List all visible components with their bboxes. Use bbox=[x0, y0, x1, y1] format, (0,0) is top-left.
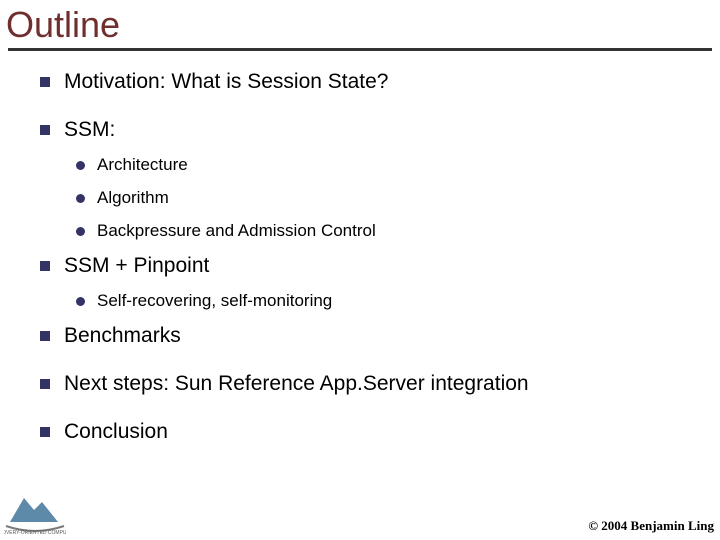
item-label: Algorithm bbox=[97, 188, 169, 207]
footer: RECOVERY-ORIENTED COMPUTING © 2004 Benja… bbox=[0, 486, 720, 540]
item-label: SSM: bbox=[64, 118, 115, 141]
circle-bullet-icon bbox=[76, 297, 85, 306]
item-label: Motivation: What is Session State? bbox=[64, 70, 389, 93]
square-bullet-icon bbox=[40, 427, 50, 437]
svg-text:RECOVERY-ORIENTED COMPUTING: RECOVERY-ORIENTED COMPUTING bbox=[4, 530, 66, 536]
copyright: © 2004 Benjamin Ling bbox=[588, 518, 714, 534]
outline-content: Motivation: What is Session State? SSM: … bbox=[0, 69, 720, 446]
list-item: SSM + Pinpoint Self-recovering, self-mon… bbox=[40, 253, 694, 311]
list-item: Architecture bbox=[76, 154, 694, 175]
circle-bullet-icon bbox=[76, 194, 85, 203]
square-bullet-icon bbox=[40, 379, 50, 389]
list-item: Motivation: What is Session State? bbox=[40, 69, 694, 95]
square-bullet-icon bbox=[40, 77, 50, 87]
title-rule bbox=[8, 48, 712, 51]
item-label: Architecture bbox=[97, 155, 188, 174]
list-item: Self-recovering, self-monitoring bbox=[76, 290, 694, 311]
item-label: Self-recovering, self-monitoring bbox=[97, 291, 332, 310]
logo-icon: RECOVERY-ORIENTED COMPUTING bbox=[4, 492, 66, 536]
list-item: Algorithm bbox=[76, 187, 694, 208]
item-label: Benchmarks bbox=[64, 324, 181, 347]
circle-bullet-icon bbox=[76, 161, 85, 170]
list-item: SSM: Architecture Algorithm Backpressure… bbox=[40, 117, 694, 241]
list-item: Benchmarks bbox=[40, 323, 694, 349]
page-title: Outline bbox=[0, 0, 720, 48]
list-item: Next steps: Sun Reference App.Server int… bbox=[40, 371, 694, 397]
item-label: Conclusion bbox=[64, 420, 168, 443]
square-bullet-icon bbox=[40, 261, 50, 271]
square-bullet-icon bbox=[40, 331, 50, 341]
list-item: Conclusion bbox=[40, 419, 694, 445]
circle-bullet-icon bbox=[76, 227, 85, 236]
item-label: SSM + Pinpoint bbox=[64, 254, 209, 277]
item-label: Next steps: Sun Reference App.Server int… bbox=[64, 372, 529, 395]
square-bullet-icon bbox=[40, 125, 50, 135]
list-item: Backpressure and Admission Control bbox=[76, 220, 694, 241]
item-label: Backpressure and Admission Control bbox=[97, 221, 376, 240]
